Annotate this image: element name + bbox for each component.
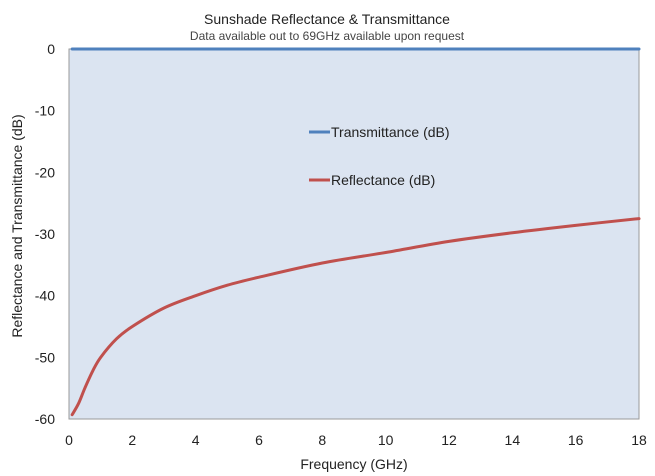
legend-label: Transmittance (dB) [331,124,450,140]
x-tick-label: 18 [631,432,647,448]
chart-subtitle: Data available out to 69GHz available up… [190,29,465,43]
x-tick-label: 0 [65,432,73,448]
x-tick-label: 2 [128,432,136,448]
x-tick-label: 12 [441,432,457,448]
x-tick-label: 6 [255,432,263,448]
y-tick-label: -50 [35,349,55,365]
y-tick-label: -40 [35,288,55,304]
x-axis-label: Frequency (GHz) [300,456,407,472]
x-tick-label: 16 [568,432,584,448]
y-tick-label: -20 [35,164,55,180]
series-line-reflectance [70,217,641,417]
plot-area [68,48,640,420]
y-tick-label: -60 [35,411,55,427]
y-tick-label: 0 [47,41,55,57]
series-layer [70,47,641,417]
x-axis: 0 2 4 6 8 10 12 14 16 18 [65,432,647,448]
x-tick-label: 10 [378,432,394,448]
y-axis-label: Reflectance and Transmittance (dB) [9,114,25,337]
x-tick-label: 8 [318,432,326,448]
x-tick-label: 14 [505,432,521,448]
x-tick-label: 4 [192,432,200,448]
chart-title: Sunshade Reflectance & Transmittance [204,11,450,27]
legend-label: Reflectance (dB) [331,172,435,188]
y-tick-label: -10 [35,103,55,119]
legend: Transmittance (dB) Reflectance (dB) [309,124,450,188]
y-axis: 0 -10 -20 -30 -40 -50 -60 [35,41,55,427]
y-tick-label: -30 [35,226,55,242]
